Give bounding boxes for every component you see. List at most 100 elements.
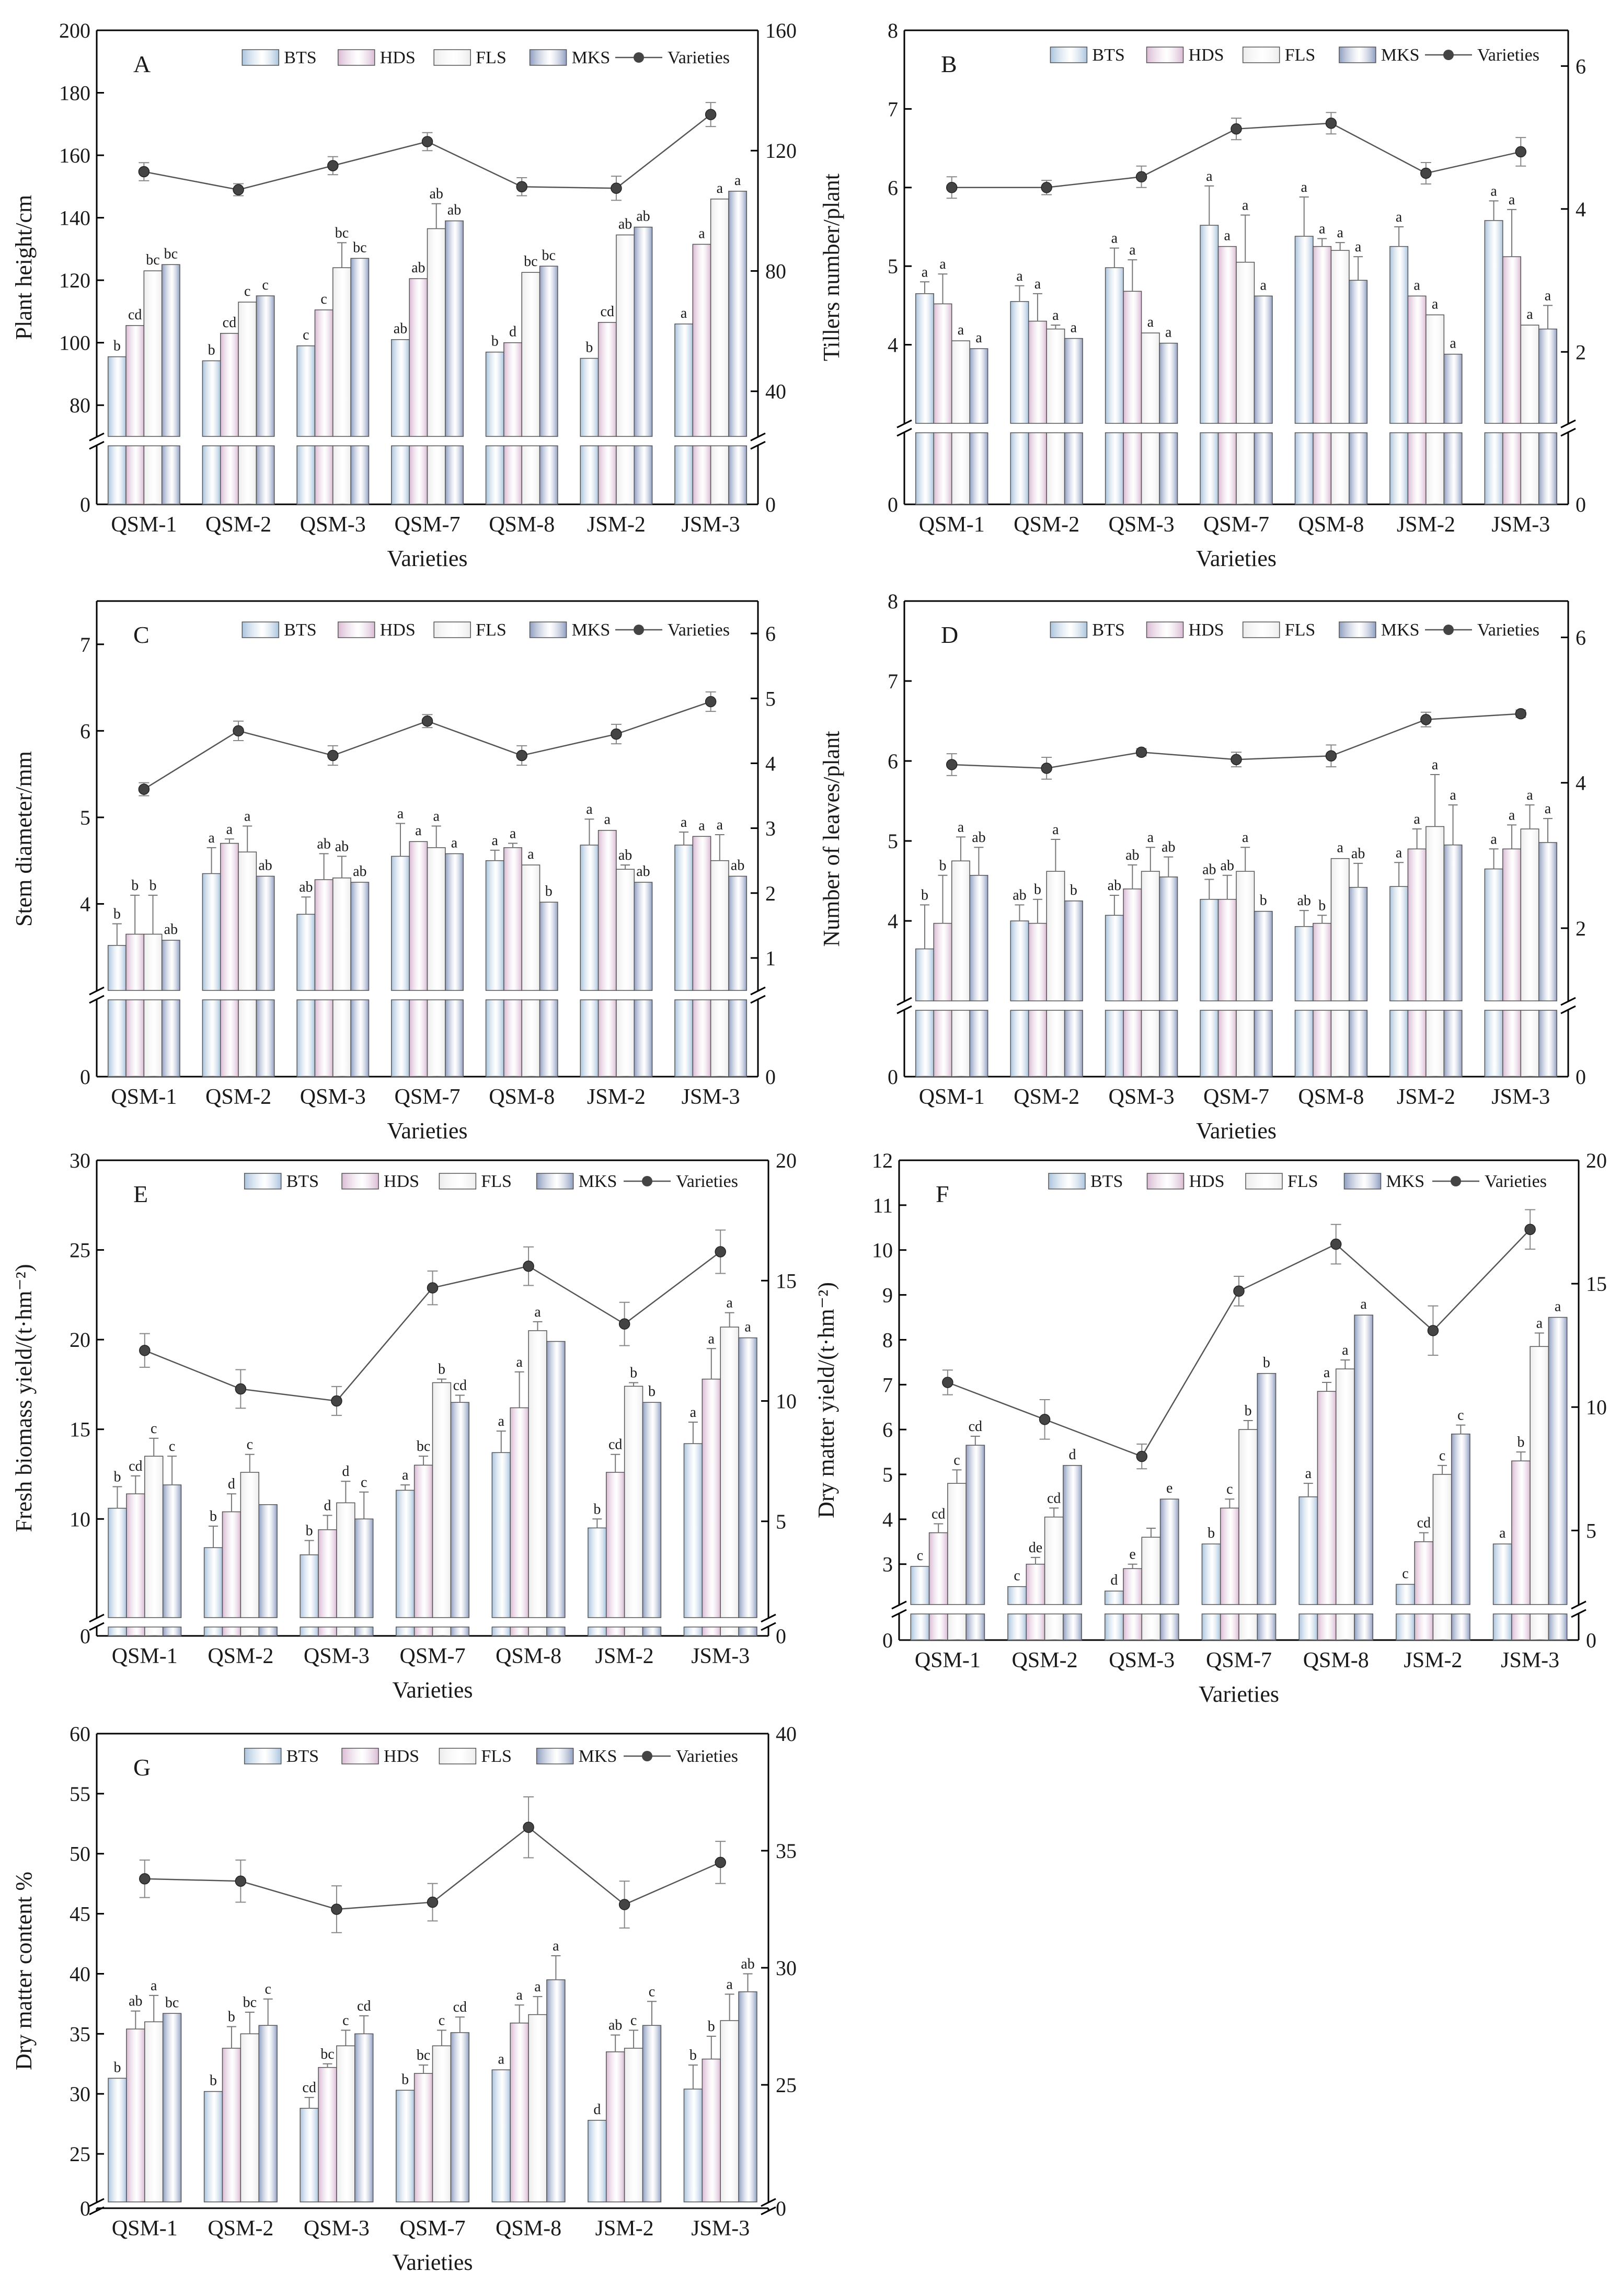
bar-upper	[1105, 267, 1124, 424]
bar-lower	[409, 445, 428, 505]
significance-label: b	[545, 883, 553, 899]
x-tick-label: QSM-7	[394, 513, 460, 537]
bar-lower	[350, 999, 370, 1077]
bar-bts: ab	[391, 321, 410, 505]
bar-hds: ab	[314, 836, 334, 1077]
bar-lower	[1159, 1010, 1178, 1077]
bar-upper	[642, 1402, 662, 1618]
bar-upper	[1105, 915, 1124, 1001]
bar-hds: a	[1407, 277, 1427, 505]
significance-label: a	[734, 172, 741, 189]
bar-upper	[354, 1518, 374, 1618]
significance-label: bc	[524, 253, 537, 270]
bar-bts: b	[300, 1522, 319, 1636]
bar-fls: a	[720, 1977, 739, 2202]
bar-lower	[1217, 432, 1237, 505]
line-point	[1330, 1238, 1342, 1250]
bar-hds: a	[220, 821, 239, 1077]
y-tick-label: 4	[882, 1508, 893, 1531]
y-tick-label: 11	[872, 1194, 893, 1217]
y-tick-label: 7	[882, 1373, 893, 1397]
legend: BTS HDS FLS MKS Varieties	[244, 1747, 738, 1766]
bar-fls: b	[143, 878, 163, 1077]
significance-label: ab	[1351, 846, 1365, 862]
bar-lower	[642, 1626, 662, 1636]
bar-hds: cd	[220, 315, 239, 505]
significance-label: b	[1034, 882, 1041, 898]
bar-mks: a	[1254, 277, 1273, 505]
bar-upper	[256, 875, 275, 991]
bar-bts: ab	[296, 879, 316, 1077]
bar-upper	[624, 1386, 643, 1618]
y2-tick-label: 0	[1586, 1629, 1596, 1652]
bar-upper	[521, 272, 541, 437]
legend-label-varieties: Varieties	[676, 1747, 738, 1766]
bar-lower	[616, 445, 635, 505]
bar-fls: a	[238, 808, 257, 1077]
bar-upper	[432, 1382, 452, 1618]
y-tick-label: 0	[80, 1065, 90, 1089]
significance-label: a	[922, 264, 928, 280]
y2-tick-label: 6	[765, 622, 776, 645]
left-break-mark	[89, 432, 105, 442]
line-point	[523, 1260, 534, 1272]
bar-upper	[728, 191, 748, 437]
bar-bts: a	[674, 305, 694, 505]
significance-label: a	[1545, 801, 1551, 817]
bar-fls: bc	[240, 1994, 259, 2202]
significance-label: b	[228, 2009, 235, 2025]
bar-mks: c	[1451, 1407, 1470, 1641]
bar-hds: a	[1407, 811, 1427, 1077]
significance-label: c	[265, 1981, 271, 1998]
legend-swatch-mks	[536, 1748, 574, 1764]
x-tick-label: JSM-2	[1397, 1085, 1455, 1109]
y2-tick-label: 4	[765, 752, 776, 775]
y-tick-label: 25	[70, 2142, 90, 2166]
bar-upper	[314, 879, 334, 991]
right-break-mark	[1560, 997, 1576, 1006]
bar-lower	[969, 1010, 988, 1077]
bar-fls: a	[528, 1979, 547, 2202]
bar-lower	[933, 432, 952, 505]
significance-label: a	[1536, 1316, 1543, 1332]
x-axis-label: Varieties	[393, 2249, 473, 2275]
y2-tick-label: 0	[765, 1065, 776, 1089]
bar-lower	[1294, 432, 1314, 505]
bar-fls: ab	[616, 216, 635, 505]
bar-upper	[161, 940, 180, 991]
significance-label: a	[516, 1987, 523, 2003]
bar-lower	[1200, 1010, 1219, 1077]
bar-bts: ab	[1200, 861, 1219, 1077]
significance-label: a	[151, 1978, 157, 1994]
bar-bts: a	[485, 833, 504, 1077]
bar-upper	[238, 851, 257, 991]
bar-mks: c	[256, 277, 275, 505]
x-tick-label: QSM-3	[1109, 1648, 1175, 1672]
bar-lower	[427, 999, 446, 1077]
legend-swatch-bts	[244, 1173, 282, 1190]
bar-bts: b	[107, 338, 127, 505]
bar-bts: c	[1396, 1565, 1415, 1641]
bar-lower	[202, 999, 221, 1077]
y2-tick-label: 0	[776, 2197, 786, 2220]
bar-upper	[580, 357, 599, 437]
bar-upper	[1389, 886, 1409, 1001]
bar-upper	[1484, 220, 1503, 424]
legend-label-varieties: Varieties	[676, 1172, 738, 1191]
significance-label: cd	[453, 1378, 467, 1394]
significance-label: e	[1166, 1480, 1172, 1496]
legend-label-bts: BTS	[1092, 45, 1124, 65]
bar-lower	[1317, 1613, 1337, 1641]
significance-label: b	[113, 1469, 121, 1485]
legend-label-hds: HDS	[384, 1172, 419, 1191]
bar-upper	[1123, 1568, 1143, 1605]
bar-upper	[1407, 848, 1427, 1001]
bar-bts: b	[485, 333, 504, 505]
significance-label: a	[1526, 306, 1533, 322]
significance-label: d	[342, 1463, 349, 1480]
bar-upper	[1349, 886, 1368, 1001]
y2-tick-label: 3	[765, 817, 776, 840]
y-tick-label: 30	[70, 1149, 90, 1172]
bar-hds: d	[503, 324, 522, 505]
bar-mks: cd	[450, 1999, 470, 2202]
